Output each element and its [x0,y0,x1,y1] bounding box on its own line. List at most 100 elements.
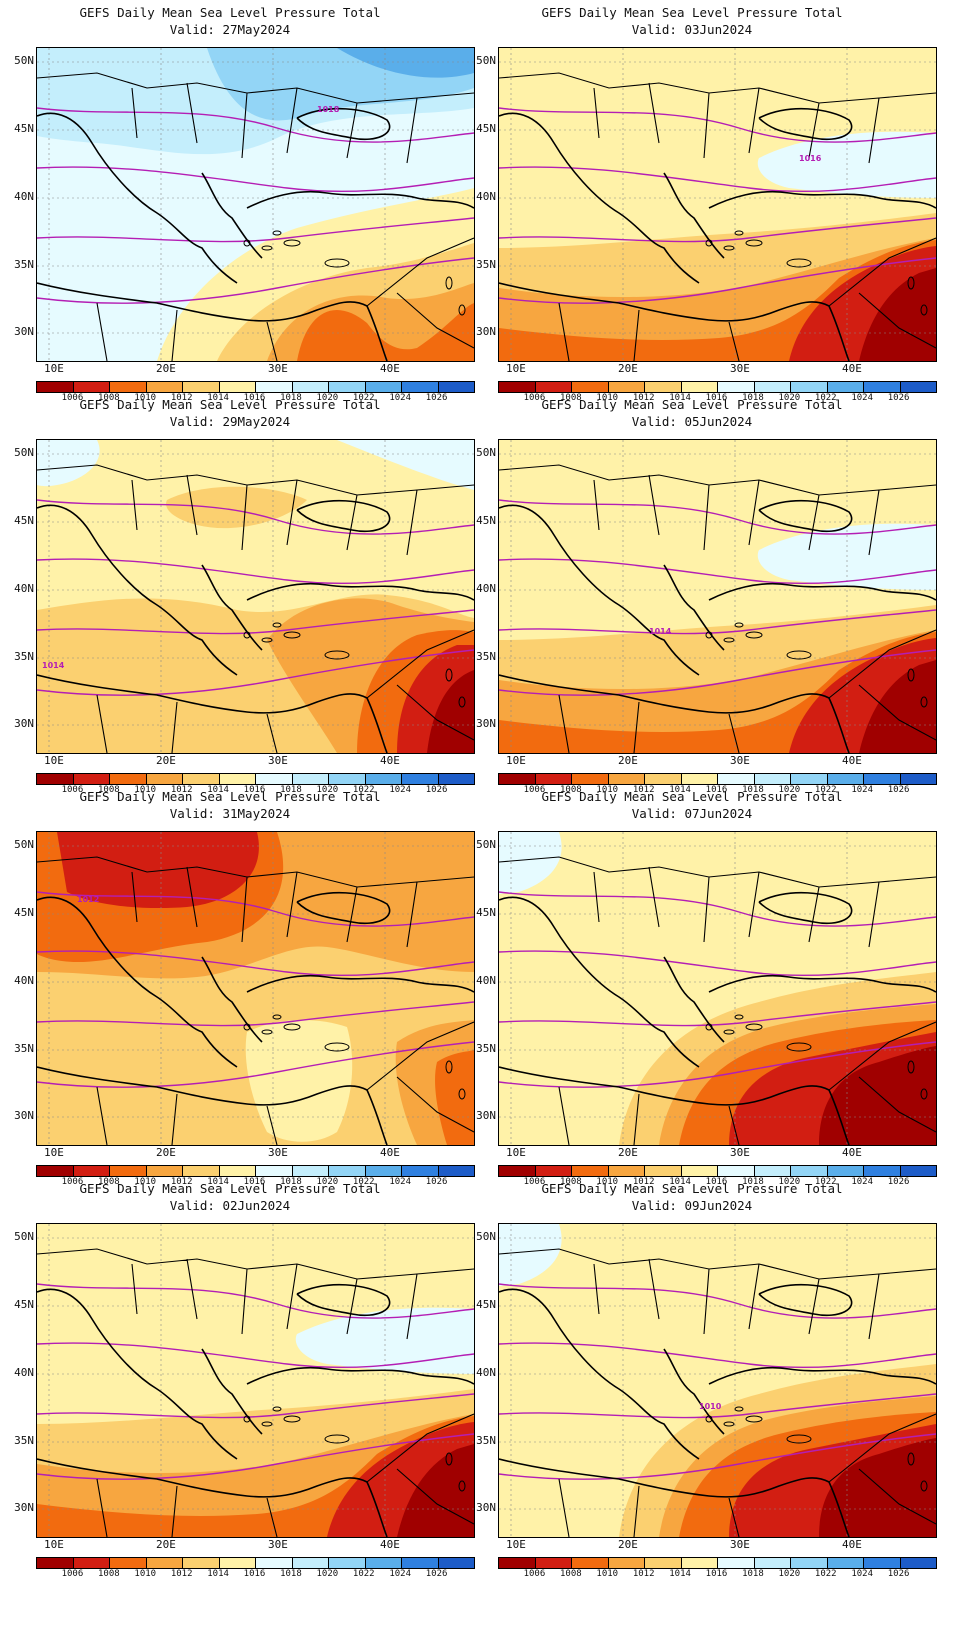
island-outline [324,1434,350,1444]
colorbar-swatch [754,774,791,784]
island-outline [723,1421,735,1427]
colorbar-swatch [256,1558,293,1568]
latitude-label: 35N [476,650,496,663]
country-border [499,856,936,1145]
colorbar-tick-label: 1012 [170,393,193,403]
colorbar-swatch [572,1166,609,1176]
latitude-label: 45N [14,122,34,135]
colorbar-swatch [864,1166,901,1176]
pressure-map: 1010 [498,1223,937,1538]
colorbar-tick-label: 1012 [170,1177,193,1187]
isobar-contour [499,1041,936,1088]
island-outline [283,1415,301,1423]
island-outline [445,1452,453,1466]
isobar-contour [37,107,474,143]
map-panel: GEFS Daily Mean Sea Level Pressure Total… [0,0,482,410]
colorbar-swatch [900,382,936,392]
colorbar-tick-label: 1024 [851,1177,873,1187]
colorbar [498,1165,937,1177]
colorbar-swatch [864,382,901,392]
colorbar-swatch [219,382,256,392]
isobar-contour [37,1041,474,1088]
pressure-map: 1014 [498,439,937,754]
colorbar [498,1557,937,1569]
pressure-map: 1016 [498,47,937,362]
island-outline [272,230,282,236]
longitude-label: 20E [156,1146,176,1159]
colorbar-swatch [681,774,718,784]
latitude-label: 35N [14,650,34,663]
colorbar-swatch [499,1558,536,1568]
colorbar-tick-label: 1024 [389,785,411,795]
colorbar-swatch [110,1558,147,1568]
longitude-label: 20E [156,362,176,375]
colorbar-swatch [535,1166,572,1176]
colorbar-tick-label: 1014 [669,1177,691,1187]
colorbar-swatch [499,382,536,392]
colorbar-swatch [718,774,755,784]
colorbar-tick-label: 1020 [316,1569,339,1579]
latitude-label: 50N [476,446,496,459]
coastline [499,107,936,361]
latitude-label: 35N [476,258,496,271]
colorbar-tick-label: 1024 [389,393,411,403]
isobar-contour [499,107,936,143]
pressure-band [245,1020,353,1142]
island-outline [324,650,350,660]
country-border [499,464,936,753]
isobar-contour [499,1283,936,1319]
colorbar-swatch [256,774,293,784]
colorbar-tick-label: 1026 [425,785,448,795]
island-outline [745,1415,763,1423]
longitude-label: 30E [268,754,288,767]
colorbar-swatch [37,774,74,784]
colorbar-swatch [292,1166,329,1176]
latitude-label: 40N [476,1366,496,1379]
map-panel: GEFS Daily Mean Sea Level Pressure Total… [462,784,944,1194]
colorbar-tick-label: 1012 [170,1569,193,1579]
colorbar [36,773,475,785]
isobar-label: 1010 [699,1402,722,1411]
island-outline [723,637,735,643]
isobar-contour [37,1393,474,1419]
colorbar-tick-label: 1008 [97,1177,120,1187]
colorbar-swatch [900,1166,936,1176]
island-outline [745,239,763,247]
latitude-label: 35N [14,1434,34,1447]
colorbar-swatch [535,1558,572,1568]
colorbar-swatch [572,1558,609,1568]
island-outline [458,1088,466,1100]
panel-title: GEFS Daily Mean Sea Level Pressure Total [541,5,843,20]
latitude-label: 45N [476,906,496,919]
island-outline [283,631,301,639]
panel-title: GEFS Daily Mean Sea Level Pressure Total [79,397,381,412]
isobar-contour [37,217,474,243]
colorbar-swatch [73,1166,110,1176]
isobar-contour [37,1433,474,1480]
colorbar-labels: 1006 1008 1010 1012 1014 1016 1018 1020 1022 1024… [498,785,935,797]
panel-title: GEFS Daily Mean Sea Level Pressure Total [79,789,381,804]
colorbar-swatch [146,1558,183,1568]
colorbar-swatch [256,382,293,392]
longitude-label: 10E [506,1538,526,1551]
isobar-label: 1016 [799,154,822,163]
longitude-label: 40E [842,1146,862,1159]
colorbar-tick-label: 1010 [134,785,157,795]
longitude-label: 10E [44,362,64,375]
island-outline [786,1042,812,1052]
panel-valid-date: Valid: 02Jun2024 [169,1198,291,1213]
island-outline [272,1406,282,1412]
pressure-map [498,831,937,1146]
colorbar-tick-label: 1010 [134,1177,157,1187]
island-outline [261,1421,273,1427]
island-outline [272,1014,282,1020]
colorbar-swatch [681,382,718,392]
isobar-contour [37,1001,474,1027]
colorbar [498,381,937,393]
isobar-contour [37,1283,474,1319]
colorbar-swatch [219,1166,256,1176]
longitude-label: 40E [380,362,400,375]
panel-title: GEFS Daily Mean Sea Level Pressure Total [541,789,843,804]
colorbar-swatch [292,1558,329,1568]
colorbar-tick-label: 1018 [742,393,764,403]
